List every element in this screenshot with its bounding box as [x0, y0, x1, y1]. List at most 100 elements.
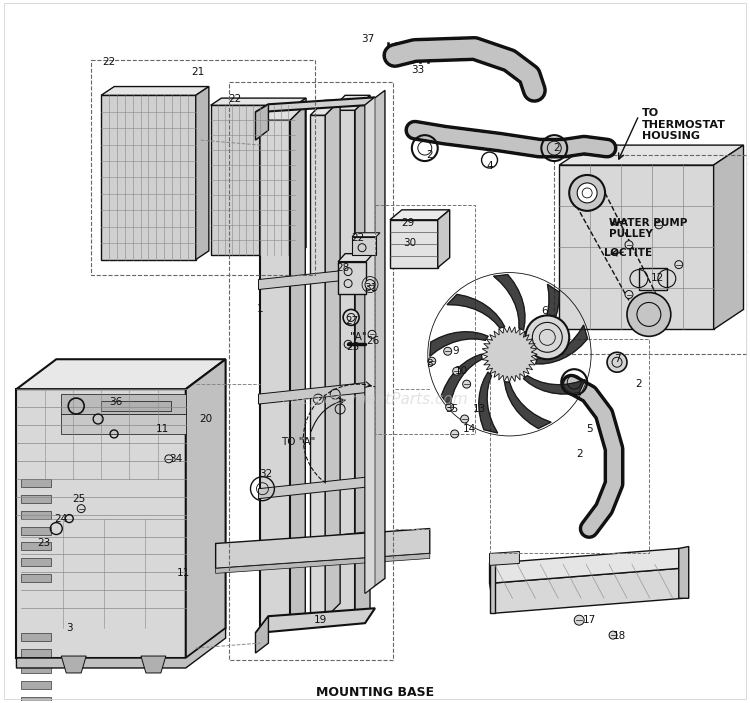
Bar: [22, 527, 51, 534]
Polygon shape: [101, 401, 171, 411]
Polygon shape: [310, 115, 326, 618]
Polygon shape: [216, 529, 430, 569]
Text: 8: 8: [427, 359, 433, 369]
Polygon shape: [338, 262, 366, 294]
Polygon shape: [478, 372, 498, 433]
Polygon shape: [16, 628, 226, 668]
Bar: [554, 155, 748, 354]
Polygon shape: [490, 569, 684, 613]
Bar: [22, 633, 51, 641]
Bar: [490, 340, 649, 553]
Text: 17: 17: [583, 615, 596, 625]
Circle shape: [463, 380, 470, 388]
Polygon shape: [259, 477, 370, 498]
Text: 33: 33: [411, 65, 424, 75]
Text: 2: 2: [576, 449, 583, 459]
Text: 37: 37: [362, 34, 375, 44]
Polygon shape: [390, 220, 438, 268]
Bar: [22, 574, 51, 582]
Text: 25: 25: [346, 342, 360, 352]
Text: 26: 26: [367, 336, 380, 347]
Circle shape: [427, 357, 436, 366]
Text: 35: 35: [445, 404, 458, 414]
Bar: [22, 665, 51, 673]
Text: 31: 31: [364, 283, 378, 292]
Circle shape: [502, 347, 518, 362]
Polygon shape: [365, 97, 375, 593]
Text: 11: 11: [177, 568, 190, 579]
Polygon shape: [352, 233, 380, 237]
Polygon shape: [259, 382, 370, 404]
Polygon shape: [211, 105, 296, 254]
Circle shape: [446, 403, 454, 411]
Circle shape: [578, 183, 597, 203]
Text: 3: 3: [66, 623, 73, 633]
Text: "A": "A": [350, 333, 367, 342]
Circle shape: [368, 330, 376, 338]
Circle shape: [675, 261, 682, 269]
Text: 36: 36: [110, 397, 123, 407]
Polygon shape: [714, 145, 743, 330]
Circle shape: [344, 309, 359, 325]
Polygon shape: [259, 531, 370, 553]
Text: 12: 12: [651, 273, 664, 283]
Text: 2: 2: [553, 143, 560, 153]
Polygon shape: [679, 546, 688, 598]
Polygon shape: [326, 101, 340, 618]
Circle shape: [607, 352, 627, 372]
Text: 13: 13: [473, 404, 486, 414]
Polygon shape: [533, 284, 560, 345]
Circle shape: [451, 430, 459, 438]
Polygon shape: [260, 105, 305, 120]
Polygon shape: [560, 165, 714, 330]
Polygon shape: [330, 96, 370, 110]
Polygon shape: [560, 145, 743, 165]
Bar: [22, 479, 51, 486]
Polygon shape: [211, 98, 306, 105]
Bar: [22, 558, 51, 567]
Bar: [22, 681, 51, 689]
Circle shape: [655, 221, 663, 228]
Polygon shape: [430, 332, 488, 356]
Text: 34: 34: [170, 454, 182, 464]
Circle shape: [365, 280, 375, 290]
Text: 23: 23: [38, 538, 51, 548]
Bar: [22, 495, 51, 503]
Polygon shape: [256, 97, 375, 112]
Polygon shape: [494, 275, 525, 330]
Bar: [22, 649, 51, 657]
Bar: [22, 543, 51, 550]
Circle shape: [165, 455, 172, 463]
Circle shape: [444, 347, 452, 355]
Text: 14: 14: [463, 424, 476, 434]
Text: 9: 9: [452, 347, 459, 356]
Polygon shape: [16, 389, 186, 658]
Circle shape: [453, 367, 460, 375]
Polygon shape: [310, 101, 340, 115]
Bar: [22, 510, 51, 519]
Text: 28: 28: [337, 263, 350, 273]
Text: eReplacementParts.com: eReplacementParts.com: [282, 392, 468, 406]
Text: 22: 22: [103, 58, 116, 67]
Polygon shape: [296, 98, 306, 254]
Polygon shape: [62, 394, 186, 414]
Bar: [375, 205, 475, 434]
Bar: [22, 697, 51, 703]
Circle shape: [625, 290, 633, 299]
Polygon shape: [101, 96, 196, 259]
Text: 27: 27: [346, 316, 358, 326]
Polygon shape: [259, 268, 370, 290]
Text: TO
THERMOSTAT
HOUSING: TO THERMOSTAT HOUSING: [642, 108, 726, 141]
Text: TO "A": TO "A": [281, 437, 316, 447]
Bar: [92, 60, 315, 275]
Polygon shape: [62, 656, 86, 673]
Polygon shape: [260, 120, 290, 628]
Text: 32: 32: [259, 469, 272, 479]
Polygon shape: [216, 553, 430, 574]
Text: 5: 5: [586, 424, 592, 434]
Polygon shape: [101, 86, 208, 96]
Circle shape: [460, 415, 469, 423]
Polygon shape: [141, 656, 166, 673]
Text: 22: 22: [228, 94, 242, 104]
Polygon shape: [390, 210, 450, 220]
